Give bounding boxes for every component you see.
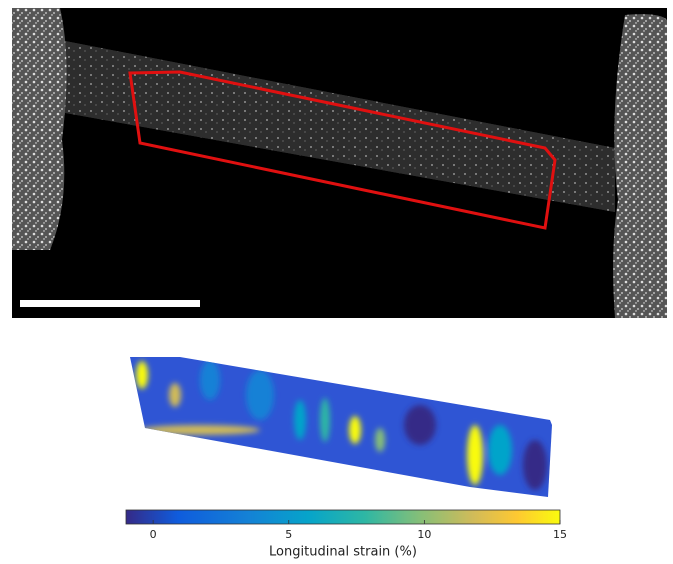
colorbar-tick-label: 15 bbox=[553, 528, 567, 541]
colorbar-gradient bbox=[126, 510, 560, 524]
colorbar-label: Longitudinal strain (%) bbox=[269, 545, 417, 560]
strain-map bbox=[130, 357, 552, 497]
right-grip bbox=[613, 14, 667, 318]
specimen-photo bbox=[12, 8, 667, 318]
colorbar-tick-label: 0 bbox=[150, 528, 157, 541]
scale-bar bbox=[20, 300, 200, 307]
left-grip bbox=[12, 8, 67, 250]
colorbar: Longitudinal strain (%) bbox=[126, 510, 560, 560]
figure: Longitudinal strain (%) 0 5 10 15 bbox=[0, 0, 673, 564]
colorbar-tick-label: 10 bbox=[417, 528, 431, 541]
colorbar-tick-label: 5 bbox=[285, 528, 292, 541]
